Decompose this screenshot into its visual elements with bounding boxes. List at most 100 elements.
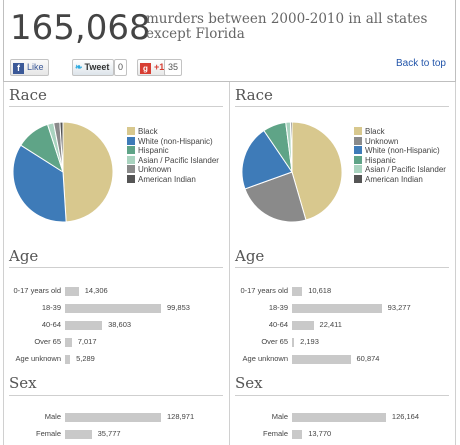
pie-slice-black <box>62 121 114 223</box>
legend-item-white-non-hispanic: White (non-Hispanic) <box>354 146 440 155</box>
race-rule-left <box>9 106 223 107</box>
race-title-left: Race <box>9 86 47 104</box>
bar-label-0-17-years-old: 0-17 years old <box>13 286 61 295</box>
bar-value-over-65: 7,017 <box>77 337 97 346</box>
bar-value-female: 13,770 <box>308 429 332 438</box>
bar-label-male: Male <box>44 412 61 421</box>
left-border <box>3 82 4 445</box>
legend-item-unknown: Unknown <box>127 165 171 174</box>
bar-value-male: 126,164 <box>391 412 420 421</box>
tweet-count: 0 <box>114 59 128 76</box>
legend-item-american-indian: American Indian <box>127 174 196 184</box>
back-to-top-link[interactable]: Back to top <box>395 58 446 69</box>
age-rule-right <box>235 267 449 268</box>
legend-label: Asian / Pacific Islander <box>365 165 446 174</box>
age-title-left: Age <box>9 247 39 265</box>
twitter-bird-icon: ❧ <box>75 62 83 72</box>
bar-label-40-64: 40-64 <box>41 320 61 329</box>
legend-swatch <box>354 174 362 183</box>
legend-swatch <box>354 136 362 145</box>
bar-value-0-17-years-old: 14,306 <box>84 286 108 295</box>
legend-item-black: Black <box>354 127 385 136</box>
bar-value-18-39: 93,277 <box>387 303 411 312</box>
bar-0-17-years-old <box>292 287 303 296</box>
bar-40-64 <box>65 321 103 330</box>
bar-male <box>65 413 161 422</box>
like-label: Like <box>27 62 44 72</box>
bar-label-age-unknown: Age unknown <box>242 354 288 363</box>
bar-value-age-unknown: 60,874 <box>356 354 380 363</box>
bar-value-female: 35,777 <box>97 429 121 438</box>
legend-label: Hispanic <box>365 155 396 165</box>
legend-item-american-indian: American Indian <box>354 174 423 184</box>
bar-label-female: Female <box>35 429 61 438</box>
legend-swatch <box>127 127 135 135</box>
column-divider <box>229 82 230 445</box>
bar-18-39 <box>292 304 382 313</box>
legend-item-asian-pacific-islander: Asian / Pacific Islander <box>354 165 446 174</box>
legend-item-hispanic: Hispanic <box>127 146 169 155</box>
legend-label: Unknown <box>138 165 172 174</box>
bar-value-18-39: 99,853 <box>167 303 190 312</box>
bar-value-40-64: 22,411 <box>319 320 342 329</box>
sex-title-right: Sex <box>235 374 263 392</box>
tweet-button[interactable]: ❧ Tweet <box>72 59 115 76</box>
facebook-like-button[interactable]: f Like <box>10 59 49 76</box>
race-title-right: Race <box>235 86 273 104</box>
legend-label: Black <box>365 127 385 136</box>
bar-label-over-65: Over 65 <box>34 337 61 346</box>
legend-label: Hispanic <box>138 146 169 155</box>
legend-label: American Indian <box>138 174 196 184</box>
legend-swatch <box>354 155 362 164</box>
bar-label-18-39: 18-39 <box>41 303 61 312</box>
bar-label-18-39: 18-39 <box>268 303 288 312</box>
age-rule-left <box>9 267 223 268</box>
race-rule-right <box>235 106 449 107</box>
pie-slice-american-indian <box>59 121 64 173</box>
headline-text: murders between 2000-2010 in all states … <box>146 11 428 42</box>
legend-label: American Indian <box>365 174 423 184</box>
tweet-label: Tweet <box>84 62 110 72</box>
legend-item-asian-pacific-islander: Asian / Pacific Islander <box>127 155 219 165</box>
bar-label-over-65: Over 65 <box>261 337 288 346</box>
legend-swatch <box>354 127 362 135</box>
age-title-right: Age <box>235 247 265 265</box>
bar-over-65 <box>292 338 295 347</box>
pie-slice-american-indian <box>289 121 293 173</box>
legend-swatch <box>127 146 135 154</box>
legend-item-white-non-hispanic: White (non-Hispanic) <box>127 136 213 146</box>
race-pie-left <box>12 121 114 223</box>
bar-value-40-64: 38,603 <box>108 320 132 329</box>
bar-label-male: Male <box>271 412 288 421</box>
legend-swatch <box>127 165 135 173</box>
bar-value-over-65: 2,193 <box>300 337 319 346</box>
bar-40-64 <box>292 321 314 330</box>
pie-slice-unknown <box>244 171 307 223</box>
bar-value-male: 128,971 <box>167 412 195 421</box>
gplus-count: 35 <box>164 59 183 76</box>
legend-swatch <box>127 174 135 183</box>
legend-label: Black <box>138 127 158 136</box>
bar-over-65 <box>65 338 72 347</box>
bar-0-17-years-old <box>65 287 79 296</box>
legend-swatch <box>127 136 135 145</box>
bar-label-0-17-years-old: 0-17 years old <box>240 286 288 295</box>
pie-slice-white-non-hispanic <box>12 144 67 223</box>
legend-swatch <box>354 165 362 173</box>
bar-label-female: Female <box>262 429 288 438</box>
sex-rule-left <box>9 395 223 396</box>
bar-male <box>292 413 386 422</box>
bar-label-age-unknown: Age unknown <box>15 354 61 363</box>
google-plus-icon: g <box>140 63 151 74</box>
bar-value-0-17-years-old: 10,618 <box>308 286 332 295</box>
bar-age-unknown <box>65 355 71 364</box>
legend-label: White (non-Hispanic) <box>138 136 213 146</box>
legend-swatch <box>354 146 362 154</box>
sex-title-left: Sex <box>9 374 37 392</box>
legend-swatch <box>127 155 135 164</box>
bar-female <box>65 430 92 439</box>
pie-slice-white-non-hispanic <box>241 129 293 190</box>
legend-label: White (non-Hispanic) <box>365 146 440 155</box>
bar-18-39 <box>65 304 161 313</box>
total-murders-number: 165,068 <box>10 8 151 48</box>
